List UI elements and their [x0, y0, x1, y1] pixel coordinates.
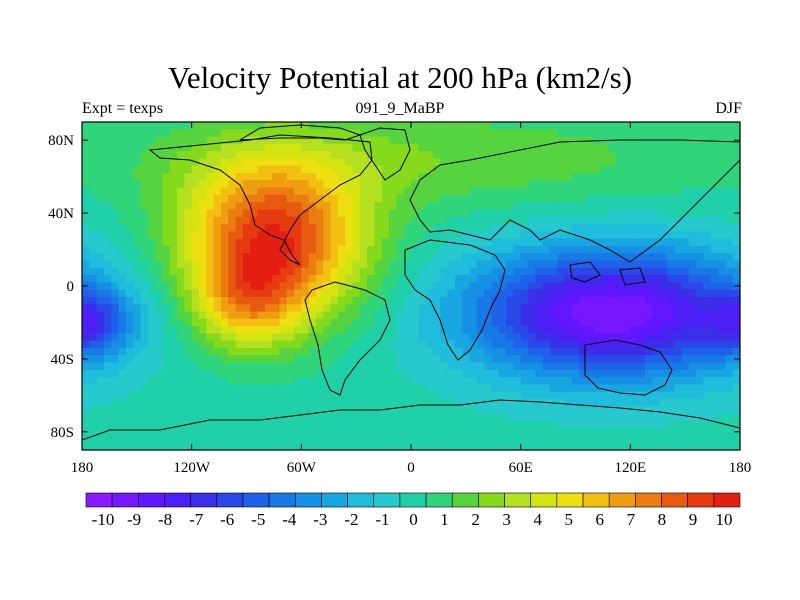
colorbar-swatch	[713, 492, 741, 508]
colorbar-label: 5	[565, 510, 574, 529]
x-tick-label: 180	[71, 460, 94, 476]
colorbar-swatch	[635, 492, 662, 508]
colorbar-label: 4	[533, 510, 542, 529]
colorbar-label: -10	[92, 510, 115, 529]
colorbar-label: -5	[251, 510, 265, 529]
run-id-label: 091_9_MaBP	[355, 100, 445, 117]
colorbar-label: -4	[282, 510, 297, 529]
colorbar-swatch	[687, 492, 715, 508]
colorbar-swatch	[504, 492, 532, 508]
colorbar-swatch	[321, 492, 348, 508]
colorbar-label: 6	[596, 510, 605, 529]
x-tick-label: 120W	[173, 460, 211, 476]
colorbar-label: 7	[627, 510, 636, 529]
colorbar-swatch	[347, 492, 375, 508]
colorbar: -10 -9 -8 -7 -6 -5 -4 -3 -2 -1 0 1 2 3 4 5 6 7 8 9 10	[85, 492, 741, 529]
colorbar-swatch	[451, 492, 479, 508]
coastlines	[82, 124, 740, 450]
colorbar-swatch	[425, 492, 453, 508]
colorbar-swatch	[373, 492, 401, 508]
colorbar-swatch	[556, 492, 584, 508]
colorbar-label: 0	[409, 510, 418, 529]
colorbar-swatch	[294, 492, 322, 508]
experiment-label: Expt = texps	[82, 100, 164, 117]
axes: 180 120W 60W 0 60E 120E 180 80N 40N 0 40S 80S	[48, 122, 751, 476]
colorbar-swatch	[582, 492, 610, 508]
x-tick-label: 0	[407, 460, 415, 476]
colorbar-label: -6	[220, 510, 234, 529]
chart-title: Velocity Potential at 200 hPa (km2/s)	[167, 60, 633, 95]
colorbar-swatch	[242, 492, 270, 508]
x-tick-label: 60W	[287, 460, 317, 476]
contour-field	[82, 122, 740, 450]
colorbar-swatch	[268, 492, 296, 508]
x-tick-label: 60E	[509, 460, 533, 476]
colorbar-swatch	[138, 492, 165, 508]
colorbar-swatch	[399, 492, 427, 508]
x-tick-label: 120E	[614, 460, 646, 476]
colorbar-label: 8	[658, 510, 667, 529]
y-tick-label: 40N	[48, 206, 74, 222]
colorbar-swatch	[190, 492, 218, 508]
colorbar-label: 10	[716, 510, 733, 529]
colorbar-label: 9	[689, 510, 698, 529]
y-tick-label: 80N	[48, 133, 74, 149]
season-label: DJF	[715, 100, 742, 117]
colorbar-swatch	[164, 492, 191, 508]
colorbar-label: 1	[440, 510, 449, 529]
colorbar-label: 3	[502, 510, 511, 529]
colorbar-label: -7	[189, 510, 204, 529]
colorbar-label: -1	[375, 510, 389, 529]
colorbar-label: -9	[127, 510, 141, 529]
colorbar-swatch	[85, 492, 113, 508]
colorbar-swatch	[608, 492, 636, 508]
colorbar-label: -8	[158, 510, 172, 529]
colorbar-label: -2	[344, 510, 358, 529]
colorbar-swatch	[111, 492, 139, 508]
colorbar-swatch	[216, 492, 244, 508]
colorbar-swatch	[478, 492, 505, 508]
colorbar-label: -3	[313, 510, 327, 529]
colorbar-swatch	[661, 492, 688, 508]
y-tick-label: 80S	[51, 425, 74, 441]
x-tick-label: 180	[729, 460, 752, 476]
y-tick-label: 0	[67, 279, 75, 295]
colorbar-swatch	[530, 492, 558, 508]
colorbar-label: 2	[471, 510, 480, 529]
y-tick-label: 40S	[51, 352, 74, 368]
